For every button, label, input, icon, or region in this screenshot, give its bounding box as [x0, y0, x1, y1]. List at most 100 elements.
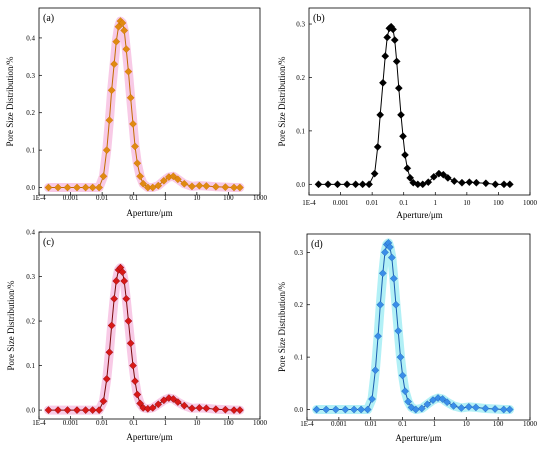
x-axis-title: Aperture/μm [126, 432, 172, 442]
x-axis-title: Aperture/μm [395, 433, 441, 443]
data-point [499, 405, 508, 414]
data-point [443, 174, 452, 182]
y-axis-title: Pore Size Distribution/% [277, 56, 287, 146]
data-point [389, 25, 397, 34]
x-tick-label: 10 [193, 194, 201, 202]
data-point [373, 143, 382, 151]
data-point [464, 403, 473, 411]
x-tick-label: 100 [493, 420, 504, 428]
x-tick-label: 1000 [523, 420, 538, 428]
data-point [81, 183, 90, 192]
data-point [211, 405, 220, 414]
data-point [211, 182, 220, 191]
data-point [88, 183, 97, 192]
data-point [173, 175, 182, 184]
data-point [457, 404, 466, 412]
data-point [44, 183, 53, 192]
data-point [371, 366, 380, 375]
data-point [112, 37, 121, 46]
data-point [102, 375, 111, 383]
x-tick-label: 0.001 [331, 420, 347, 428]
data-point [202, 404, 211, 413]
data-point [195, 403, 204, 412]
x-tick-label: 1 [164, 194, 168, 202]
data-point [110, 60, 119, 68]
series-line [48, 266, 240, 411]
data-point [358, 180, 367, 189]
panel-d: 1E-4 0.001 0.01 0.1 1 10 100 1000 0.0 0.1 0.2 0.3 Ap… [275, 226, 550, 451]
data-point [105, 116, 114, 125]
panel-a: 1E-4 0.001 0.01 0.1 1 10 100 1000 0.0 0.1 0.2 0.3 0.… [0, 0, 275, 225]
data-point [139, 179, 148, 188]
x-tick-label: 0.1 [398, 420, 407, 428]
x-tick-label: 10 [193, 419, 201, 427]
x-tick-label: 1 [433, 420, 437, 428]
data-point [500, 180, 508, 189]
data-point [169, 395, 178, 403]
data-point [131, 142, 139, 151]
y-tick-label: 0.0 [294, 406, 303, 414]
x-tick-label: 0.01 [96, 194, 109, 202]
data-point [481, 179, 490, 188]
data-point [235, 406, 244, 414]
data-point [491, 180, 500, 189]
data-point [471, 403, 480, 412]
x-tick-label: 1 [164, 419, 168, 427]
data-point [396, 353, 405, 362]
y-tick-label: 0.3 [294, 249, 303, 257]
data-point [133, 390, 142, 399]
data-point [180, 401, 189, 410]
data-point [390, 36, 399, 44]
data-point [105, 348, 114, 357]
data-point [126, 339, 135, 348]
data-point [449, 401, 458, 410]
data-point [159, 176, 168, 185]
y-tick-label: 0.2 [26, 318, 35, 326]
series-halo [44, 263, 245, 415]
data-point [235, 183, 244, 192]
x-axis-title: Aperture/μm [396, 210, 442, 220]
data-point [188, 404, 196, 413]
y-tick-label: 0.4 [26, 229, 35, 237]
x-tick-label: 0.001 [333, 199, 349, 207]
data-point [458, 178, 466, 187]
y-tick-label: 0.0 [26, 407, 35, 415]
data-point [188, 182, 196, 191]
data-point [95, 406, 103, 414]
data-point [392, 57, 401, 66]
data-point [136, 172, 145, 181]
series-line [318, 25, 510, 185]
x-tick-label: 0.1 [399, 199, 408, 207]
y-tick-label: 0.1 [26, 147, 35, 155]
data-point [386, 243, 394, 251]
data-point [417, 404, 426, 413]
y-axis-title: Pore Size Distribution/% [6, 280, 16, 370]
x-tick-label: 1E-4 [32, 419, 46, 427]
data-point [404, 397, 413, 406]
data-point [114, 22, 123, 31]
data-point [221, 183, 230, 192]
x-tick-label: 0.1 [129, 194, 138, 202]
data-point [81, 406, 90, 414]
data-point [118, 19, 127, 27]
data-point [99, 172, 108, 181]
data-point [424, 178, 433, 187]
data-point [95, 183, 103, 192]
x-tick-label: 100 [493, 199, 504, 207]
data-point [44, 406, 53, 414]
x-tick-label: 10 [463, 420, 471, 428]
data-point [88, 406, 97, 414]
data-point [169, 172, 178, 181]
data-point [120, 26, 129, 35]
data-point [118, 268, 127, 276]
data-point [331, 405, 340, 414]
x-tick-label: 1E-4 [32, 194, 46, 202]
data-point [324, 180, 332, 189]
y-axis-title: Pore Size Distribution/% [277, 282, 287, 372]
data-point [465, 178, 474, 187]
data-point [126, 93, 135, 102]
series-line [316, 242, 510, 411]
x-tick-label: 0.001 [63, 194, 79, 202]
data-point [429, 172, 438, 181]
data-point [438, 395, 447, 403]
